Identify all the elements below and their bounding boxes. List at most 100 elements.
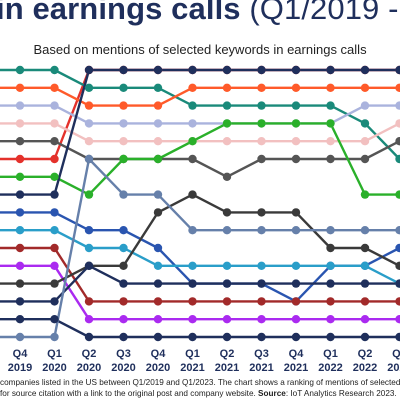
series-9-point-1	[15, 208, 25, 217]
series-15-point-2	[50, 315, 59, 324]
x-tick-year-7: 2021	[215, 362, 239, 374]
series-1-point-2	[50, 154, 59, 164]
series-9-point-4	[119, 226, 128, 235]
footnote-line-2-text: for source citation with a link to the o…	[0, 389, 259, 398]
x-tick-year-10: 2022	[318, 362, 342, 374]
series-2-point-5	[153, 83, 163, 93]
x-tick-year-4: 2020	[111, 362, 135, 374]
series-line-8	[0, 68, 400, 196]
series-8-point-5	[153, 65, 163, 75]
series-13-point-2	[50, 279, 59, 288]
series-3-point-6	[188, 83, 197, 93]
series-11-point-3	[84, 297, 94, 306]
series-8-point-12	[395, 65, 400, 75]
series-13-point-6	[188, 190, 197, 199]
series-7-point-6	[188, 137, 197, 146]
series-6-point-6	[188, 154, 197, 164]
x-tick-quarter-2: Q1	[47, 348, 62, 360]
series-2-point-11	[360, 119, 370, 128]
series-15-point-10	[326, 332, 335, 342]
series-2-point-10	[326, 101, 335, 110]
series-13-point-1	[15, 279, 25, 288]
series-10-point-9	[291, 261, 301, 270]
series-13-point-9	[291, 208, 301, 217]
series-15-point-7	[222, 332, 232, 342]
series-8-point-3	[84, 65, 94, 75]
series-14-point-7	[222, 279, 232, 288]
series-3-point-3	[84, 101, 94, 110]
footnote-line-2: for source citation with a link to the o…	[0, 388, 400, 399]
series-3-point-4	[119, 101, 128, 110]
series-1-point-1	[15, 154, 25, 164]
x-tick-year-3: 2020	[77, 362, 101, 374]
series-2-point-1	[15, 65, 25, 75]
series-8-point-9	[291, 65, 301, 75]
series-5-point-7	[222, 137, 232, 146]
x-tick-quarter-10: Q1	[323, 348, 338, 360]
series-14-point-2	[50, 297, 59, 306]
series-5-point-2	[50, 119, 59, 128]
footnote-source-label: Source	[258, 389, 286, 398]
x-tick-quarter-7: Q2	[220, 348, 235, 360]
series-16-point-3	[84, 154, 94, 164]
chart-title: in earnings calls (Q1/2019 -	[0, 0, 399, 27]
series-line-13	[0, 193, 400, 285]
series-5-point-9	[291, 137, 301, 146]
series-line-6	[0, 139, 400, 179]
series-3-point-1	[15, 83, 25, 93]
series-14-point-9	[291, 279, 301, 288]
series-16-point-4	[119, 190, 128, 199]
series-16-point-1	[15, 332, 25, 342]
x-tick-quarter-6: Q1	[185, 348, 200, 360]
x-tick-year-5: 2020	[146, 362, 170, 374]
series-13-point-11	[360, 243, 370, 253]
series-8-point-8	[257, 65, 266, 75]
series-9-point-12	[395, 243, 400, 253]
series-11-point-5	[153, 297, 163, 306]
series-7-point-2	[50, 172, 59, 181]
series-7-point-9	[291, 119, 301, 128]
series-10-point-11	[360, 261, 370, 270]
series-line-10	[0, 228, 400, 285]
series-9-point-3	[84, 226, 94, 235]
series-12-point-11	[360, 315, 370, 324]
series-10-point-5	[153, 261, 163, 270]
series-13-point-5	[153, 208, 163, 217]
series-9-point-5	[153, 243, 163, 253]
x-tick-quarter-12: Q3	[392, 348, 400, 360]
series-13-point-10	[326, 243, 335, 253]
x-tick-year-2: 2020	[42, 362, 66, 374]
series-15-point-12	[395, 332, 400, 342]
series-16-point-12	[395, 226, 400, 235]
series-2-point-4	[119, 83, 128, 93]
series-15-point-9	[291, 332, 301, 342]
series-8-point-4	[119, 65, 128, 75]
series-8-point-6	[188, 65, 197, 75]
x-tick-quarter-1: Q4	[13, 348, 29, 360]
series-13-point-7	[222, 208, 232, 217]
chart-title-main: in earnings calls	[0, 0, 250, 26]
series-15-point-11	[360, 332, 370, 342]
series-4-point-4	[119, 119, 128, 128]
series-11-point-6	[188, 297, 197, 306]
x-tick-year-6: 2021	[180, 362, 204, 374]
series-10-point-10	[326, 261, 335, 270]
series-7-point-8	[257, 119, 266, 128]
x-tick-labels-layer: Q4 2019 Q1 2020 Q2 2020 Q3 2020 Q4 2020 Q1 2021 Q2 20…	[8, 348, 400, 374]
series-2-point-7	[222, 101, 232, 110]
series-14-point-8	[257, 279, 266, 288]
x-tick-quarter-11: Q2	[358, 348, 373, 360]
series-line-7	[0, 122, 400, 196]
x-tick-year-12: 2022	[387, 362, 400, 374]
series-15-point-6	[188, 332, 197, 342]
series-3-point-11	[360, 83, 370, 93]
series-14-point-12	[395, 279, 400, 288]
series-10-point-8	[257, 261, 266, 270]
series-10-point-4	[119, 243, 128, 253]
series-14-point-5	[153, 279, 163, 288]
series-line-14	[0, 264, 400, 303]
series-3-point-12	[395, 83, 400, 92]
x-tick-year-9: 2021	[284, 362, 308, 374]
series-6-point-11	[360, 154, 370, 164]
series-line-15	[0, 318, 400, 339]
